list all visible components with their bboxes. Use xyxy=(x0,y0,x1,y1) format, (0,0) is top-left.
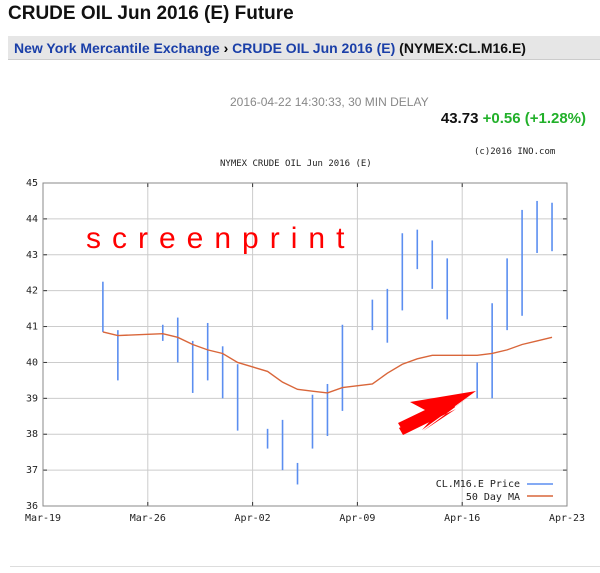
page-title: CRUDE OIL Jun 2016 (E) Future xyxy=(8,3,294,24)
breadcrumb-contract-link[interactable]: CRUDE OIL Jun 2016 (E) xyxy=(232,40,396,56)
y-tick-label: 42 xyxy=(26,286,38,297)
chart-title: NYMEX CRUDE OIL Jun 2016 (E) xyxy=(220,159,372,169)
y-tick-label: 45 xyxy=(26,178,38,189)
x-tick-label: Apr-02 xyxy=(235,513,271,524)
y-tick-label: 37 xyxy=(26,465,38,476)
x-tick-label: Mar-19 xyxy=(25,513,61,524)
quote-timestamp: 2016-04-22 14:30:33, 30 MIN DELAY xyxy=(230,95,429,109)
x-tick-label: Apr-23 xyxy=(549,513,585,524)
y-tick-label: 41 xyxy=(26,322,38,333)
x-tick-label: Mar-26 xyxy=(130,513,166,524)
y-tick-label: 39 xyxy=(26,393,38,404)
legend-label-ma: 50 Day MA xyxy=(466,492,520,503)
breadcrumb-symbol: (NYMEX:CL.M16.E) xyxy=(399,40,526,56)
y-tick-label: 43 xyxy=(26,250,38,261)
price-change: +0.56 (+1.28%) xyxy=(482,110,586,127)
divider xyxy=(10,566,600,567)
plot-frame xyxy=(42,182,568,507)
screenprint-annotation: screenprint xyxy=(86,222,356,255)
y-tick-label: 38 xyxy=(26,429,38,440)
y-tick-label: 44 xyxy=(26,214,38,225)
quote-price: 43.73 +0.56 (+1.28%) xyxy=(441,110,586,127)
breadcrumb-separator: › xyxy=(223,40,229,56)
y-tick-label: 40 xyxy=(26,357,38,368)
breadcrumb-exchange-link[interactable]: New York Mercantile Exchange xyxy=(14,40,220,56)
chart-copyright: (c)2016 INO.com xyxy=(474,147,556,157)
legend-label-price: CL.M16.E Price xyxy=(436,479,520,490)
x-tick-label: Apr-09 xyxy=(339,513,375,524)
last-price: 43.73 xyxy=(440,110,479,127)
x-tick-label: Apr-16 xyxy=(444,513,480,524)
ma-line xyxy=(102,331,553,394)
breadcrumb: New York Mercantile Exchange › CRUDE OIL… xyxy=(8,36,600,60)
y-tick-label: 36 xyxy=(26,501,38,512)
red-arrow-icon xyxy=(398,391,476,433)
